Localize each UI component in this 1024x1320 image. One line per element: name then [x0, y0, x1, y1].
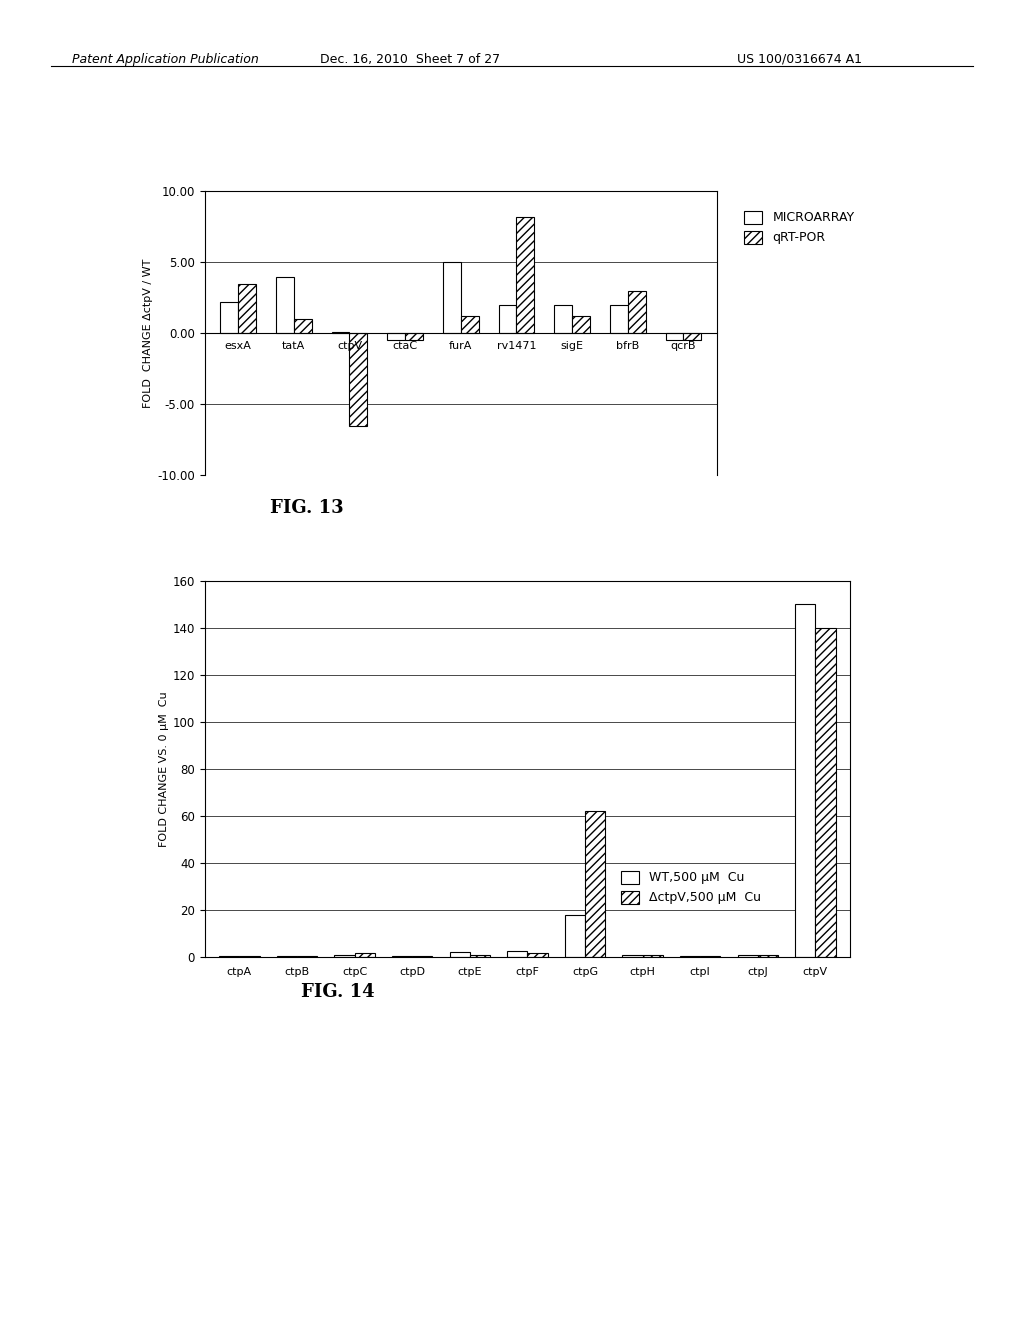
Bar [623, 954, 643, 957]
Bar [276, 277, 294, 333]
Bar [554, 305, 572, 333]
Bar [499, 305, 516, 333]
Bar [683, 333, 701, 341]
Text: US 100/0316674 A1: US 100/0316674 A1 [737, 53, 862, 66]
Bar [220, 302, 239, 333]
Bar [354, 953, 375, 957]
Bar [666, 333, 683, 341]
Text: rv1471: rv1471 [497, 341, 537, 351]
Text: qcrB: qcrB [671, 341, 696, 351]
Text: FIG. 14: FIG. 14 [301, 983, 375, 1002]
Bar [450, 952, 470, 957]
Bar [507, 952, 527, 957]
Bar [758, 954, 778, 957]
Bar [461, 317, 478, 333]
Legend: WT,500 μM  Cu, ΔctpV,500 μM  Cu: WT,500 μM Cu, ΔctpV,500 μM Cu [621, 871, 762, 904]
Bar [470, 954, 489, 957]
Text: sigE: sigE [560, 341, 584, 351]
Bar [239, 284, 256, 333]
Y-axis label: FOLD  CHANGE ΔctpV / WT: FOLD CHANGE ΔctpV / WT [143, 259, 154, 408]
Text: furA: furA [450, 341, 472, 351]
Text: esxA: esxA [224, 341, 252, 351]
Text: ctaC: ctaC [392, 341, 418, 351]
Bar [796, 605, 815, 957]
Bar [332, 331, 349, 333]
Bar [527, 953, 548, 957]
Text: FIG. 13: FIG. 13 [270, 499, 344, 517]
Bar [294, 319, 311, 333]
Bar [443, 263, 461, 333]
Bar [737, 954, 758, 957]
Bar [335, 954, 354, 957]
Y-axis label: FOLD CHANGE VS. 0 μM  Cu: FOLD CHANGE VS. 0 μM Cu [159, 692, 169, 846]
Text: Patent Application Publication: Patent Application Publication [72, 53, 258, 66]
Text: ctpV: ctpV [337, 341, 362, 351]
Text: Dec. 16, 2010  Sheet 7 of 27: Dec. 16, 2010 Sheet 7 of 27 [319, 53, 500, 66]
Bar [585, 812, 605, 957]
Bar [516, 216, 535, 333]
Bar [349, 333, 368, 425]
Bar [406, 333, 423, 341]
Bar [815, 628, 836, 957]
Text: tatA: tatA [283, 341, 305, 351]
Bar [628, 290, 645, 333]
Bar [387, 333, 406, 341]
Bar [565, 915, 585, 957]
Bar [643, 954, 663, 957]
Bar [572, 317, 590, 333]
Bar [610, 305, 628, 333]
Text: bfrB: bfrB [616, 341, 639, 351]
Legend: MICROARRAY, qRT-POR: MICROARRAY, qRT-POR [743, 211, 854, 244]
